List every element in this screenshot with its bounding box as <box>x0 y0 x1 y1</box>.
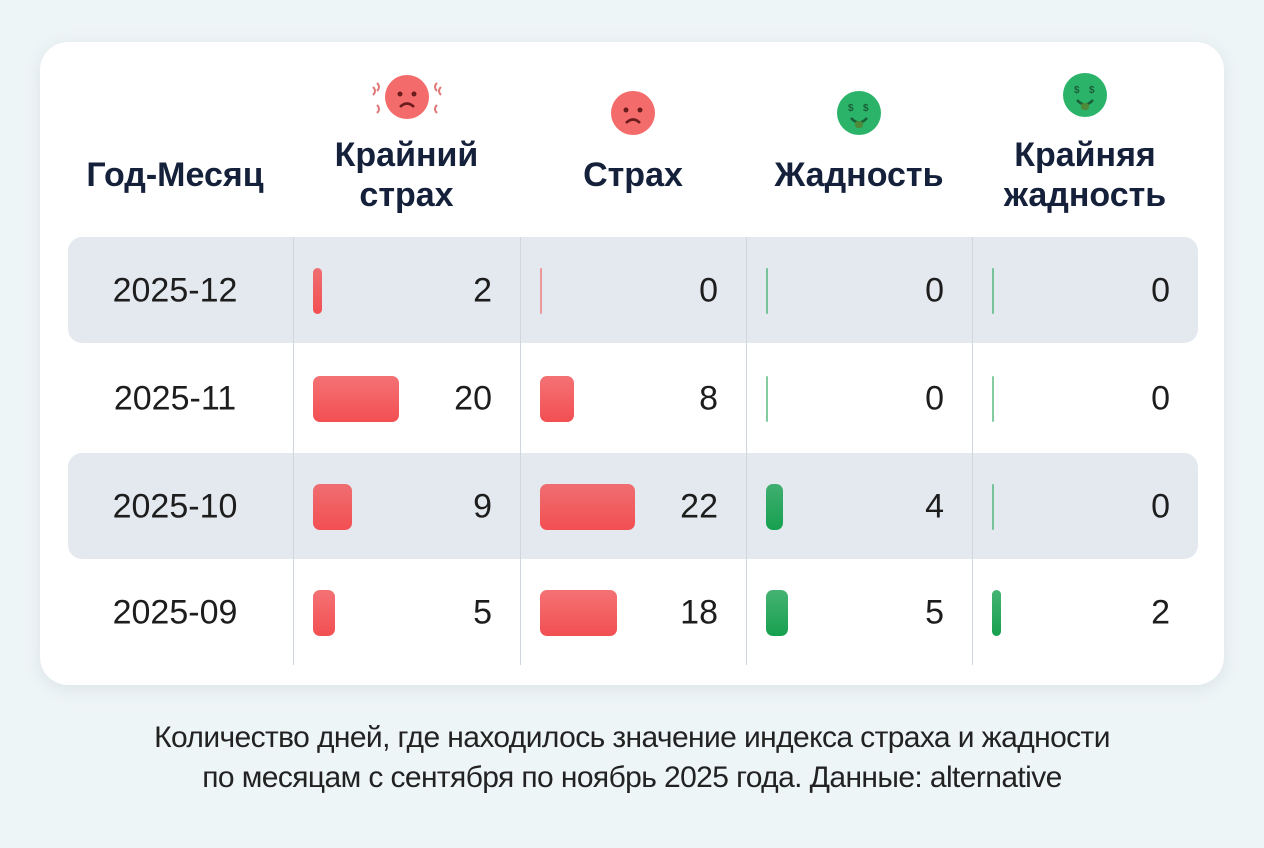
column-header: Крайняя жадность <box>1003 136 1167 214</box>
row-label: 2025-12 <box>112 271 238 309</box>
column-header: Жадность <box>774 156 944 194</box>
value-bar <box>540 375 575 422</box>
table-card <box>40 42 1224 685</box>
svg-text:$: $ <box>1089 85 1095 96</box>
value-bar <box>992 375 994 422</box>
column-header: Страх <box>583 156 683 194</box>
row-label: 2025-09 <box>112 593 238 631</box>
value-bar <box>313 483 352 530</box>
emoji-icon <box>371 75 442 119</box>
column-header: Крайний страх <box>334 136 479 214</box>
cell-value: 0 <box>1151 379 1170 417</box>
caption: по месяцам с сентября по ноябрь 2025 год… <box>202 761 1062 794</box>
cell-value: 9 <box>473 487 492 525</box>
cell-value: 22 <box>680 487 718 525</box>
cell-value: 2 <box>1151 593 1170 631</box>
value-bar <box>313 267 322 314</box>
value-bar <box>992 483 994 530</box>
emoji-icon <box>611 91 655 135</box>
row-label: 2025-10 <box>112 487 238 525</box>
value-bar <box>766 589 788 636</box>
value-bar <box>992 267 994 314</box>
value-bar <box>313 375 399 422</box>
cell-value: 2 <box>473 271 492 309</box>
value-bar <box>766 267 768 314</box>
value-bar <box>540 483 635 530</box>
value-bar <box>540 589 618 636</box>
cell-value: 4 <box>925 487 944 525</box>
cell-value: 0 <box>925 271 944 309</box>
emoji-icon: $ $ <box>837 91 881 135</box>
value-bar <box>766 375 768 422</box>
emoji-icon: $ $ <box>1063 73 1107 117</box>
cell-value: 5 <box>473 593 492 631</box>
svg-text:$: $ <box>1074 85 1080 96</box>
svg-text:$: $ <box>863 103 869 114</box>
cell-value: 20 <box>454 379 492 417</box>
value-bar <box>313 589 335 636</box>
column-separator <box>972 237 973 665</box>
value-bar <box>992 589 1001 636</box>
cell-value: 0 <box>925 379 944 417</box>
cell-value: 8 <box>699 379 718 417</box>
cell-value: 5 <box>925 593 944 631</box>
column-separator <box>520 237 521 665</box>
column-separator <box>293 237 294 665</box>
cell-value: 0 <box>1151 271 1170 309</box>
svg-text:$: $ <box>848 103 854 114</box>
value-bar <box>766 483 784 530</box>
row-label: 2025-11 <box>113 379 237 417</box>
column-separator <box>746 237 747 665</box>
column-header: Год-Месяц <box>86 156 264 194</box>
value-bar <box>540 267 542 314</box>
caption: Количество дней, где находилось значение… <box>154 721 1110 754</box>
cell-value: 0 <box>1151 487 1170 525</box>
cell-value: 0 <box>699 271 718 309</box>
row-background <box>68 237 1198 343</box>
cell-value: 18 <box>680 593 718 631</box>
